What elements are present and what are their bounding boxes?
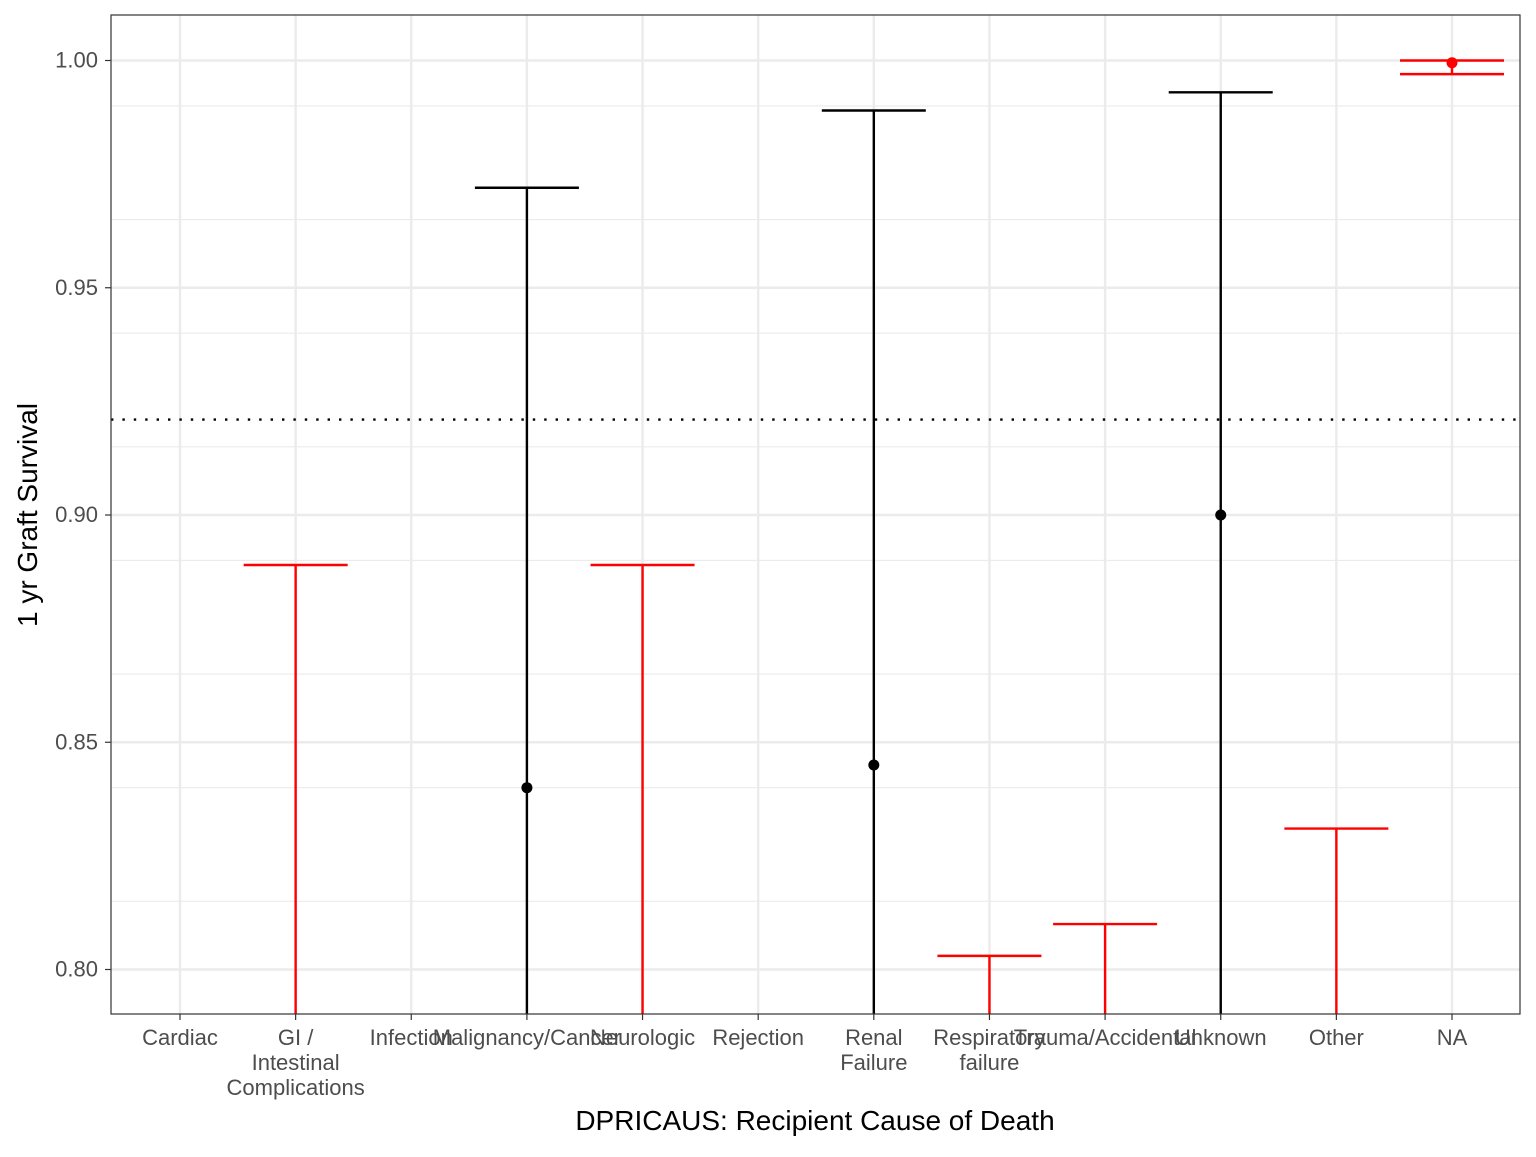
grid-layer (111, 15, 1520, 1014)
y-tick-label: 1.00 (55, 48, 98, 73)
x-tick-label: Infection (370, 1025, 453, 1050)
x-tick-label: Other (1309, 1025, 1364, 1050)
marks-clip-group (243, 57, 1504, 1014)
y-axis-title: 1 yr Graft Survival (12, 403, 43, 627)
y-tick-label: 0.90 (55, 502, 98, 527)
x-tick-label: Respiratory failure (933, 1025, 1045, 1075)
x-tick-label: Renal Failure (840, 1025, 907, 1075)
point-estimate (1446, 57, 1458, 69)
x-tick-label: Neurologic (590, 1025, 695, 1050)
marks-layer (243, 57, 1504, 1014)
x-tick-label: Unknown (1175, 1025, 1267, 1050)
y-tick-label: 0.85 (55, 729, 98, 754)
x-axis-title: DPRICAUS: Recipient Cause of Death (575, 1105, 1054, 1136)
y-tick-label: 0.80 (55, 957, 98, 982)
y-tick-label: 0.95 (55, 275, 98, 300)
x-tick-label: Rejection (712, 1025, 804, 1050)
x-tick-label: Malignancy/Cancer (433, 1025, 621, 1050)
x-tick-label: NA (1437, 1025, 1468, 1050)
point-estimate (868, 759, 880, 771)
axis-layer: 0.80 0.85 0.90 0.95 1.00 Cardiac GI / Intestina… (55, 14, 1521, 1100)
point-estimate (1215, 509, 1227, 521)
point-estimate (521, 782, 533, 794)
x-tick-label: Trauma/Accidental (1014, 1025, 1197, 1050)
x-tick-label: GI / Intestinal Complications (227, 1025, 365, 1100)
x-tick-label: Cardiac (142, 1025, 218, 1050)
